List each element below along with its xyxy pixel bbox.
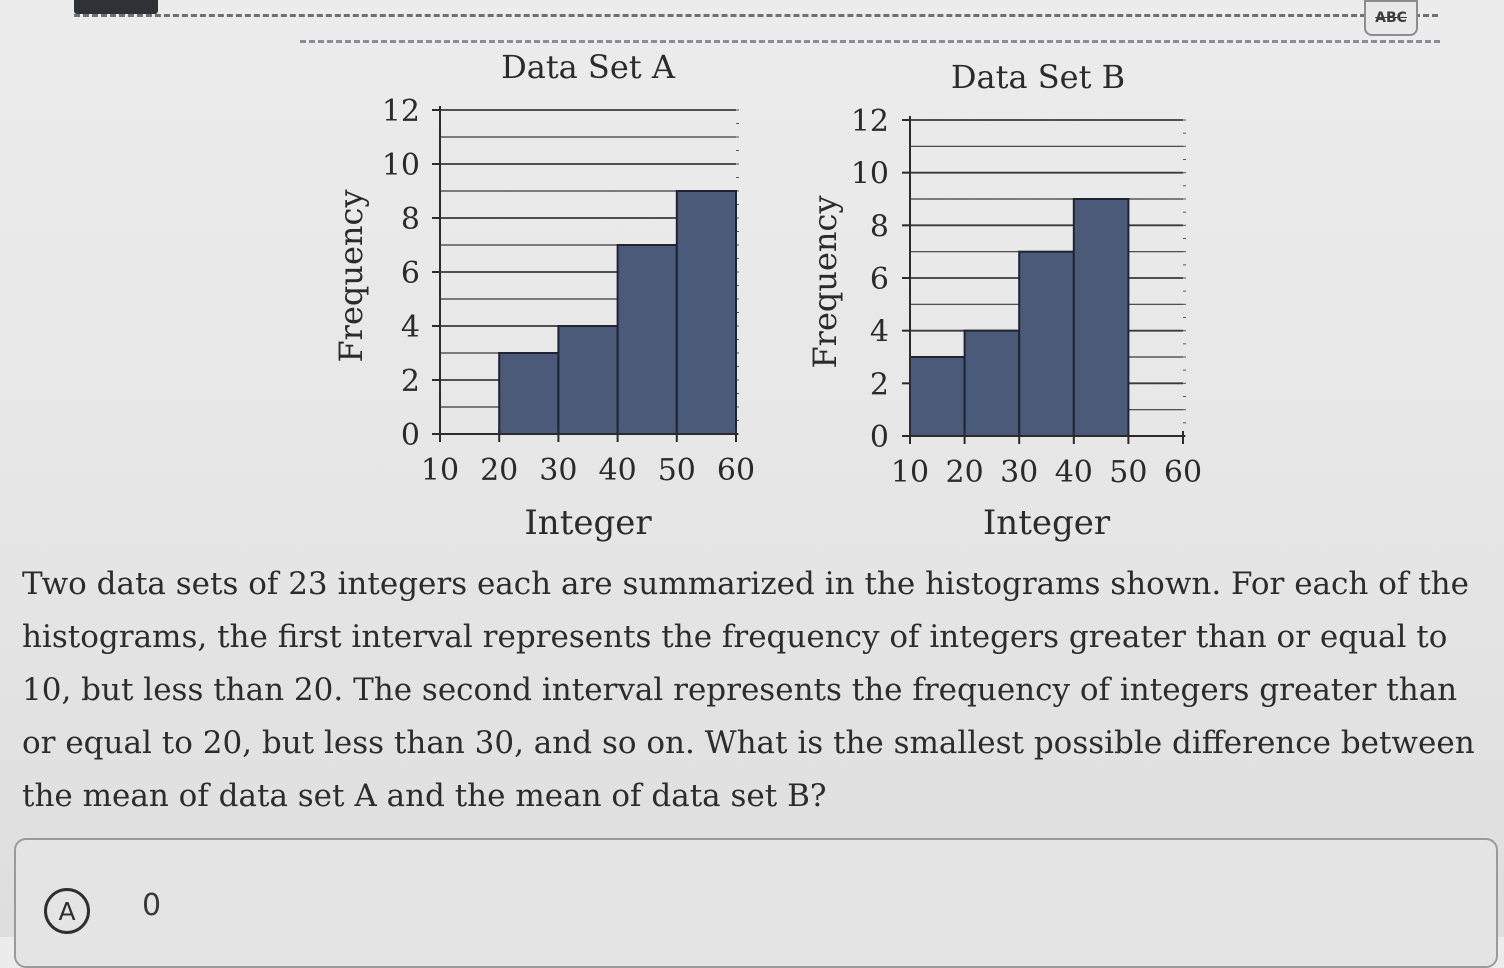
- x-tick-label: 50: [658, 453, 696, 488]
- x-tick-label: 40: [599, 453, 637, 488]
- histogram-bar: [1072, 198, 1130, 437]
- histogram-data-set-a: 0 2 4 6 8 10 12 10 20 30 40 50 60 Data Set A Integer Fr…: [332, 48, 755, 543]
- choice-letter-a[interactable]: A: [44, 888, 90, 934]
- x-tick-label: 50: [1109, 455, 1147, 490]
- question-text: Two data sets of 23 integers each are su…: [22, 566, 1475, 814]
- y-tick-label: 4: [870, 315, 889, 350]
- x-tick-label: 60: [717, 453, 755, 488]
- chart-title: Data Set A: [501, 48, 676, 86]
- toolbar-divider-lower: [300, 40, 1440, 43]
- abc-strikethrough-button[interactable]: ABC: [1364, 0, 1418, 36]
- histogram-bar: [675, 190, 737, 435]
- y-tick-label: 10: [851, 157, 889, 192]
- x-tick-label: 10: [891, 455, 929, 490]
- x-axis-label: Integer: [524, 503, 652, 543]
- top-toolbar: [0, 0, 1504, 46]
- y-tick-label: 6: [401, 256, 420, 291]
- y-tick-label: 4: [401, 310, 420, 345]
- y-tick-label: 6: [870, 262, 889, 297]
- y-tick-label: 2: [870, 367, 889, 402]
- y-tick-label: 0: [401, 418, 420, 453]
- y-tick-label: 8: [870, 209, 889, 244]
- histogram-bar: [1018, 250, 1075, 437]
- x-axis-label: Integer: [983, 503, 1111, 543]
- histogram-bar: [963, 329, 1021, 437]
- y-tick-label: 12: [851, 104, 889, 139]
- x-tick-label: 20: [946, 455, 984, 490]
- x-tick-label: 30: [539, 453, 577, 488]
- y-axis-label: Frequency: [806, 195, 844, 368]
- y-tick-label: 10: [382, 148, 420, 183]
- x-tick-label: 30: [1000, 455, 1038, 490]
- y-tick-label: 12: [382, 94, 420, 129]
- histogram-data-set-b: 0 2 4 6 8 10 12 10 20 30 40 50 60 Data Set B Integer Fr…: [806, 58, 1202, 543]
- x-tick-label: 10: [421, 453, 459, 488]
- toolbar-divider: [74, 14, 1438, 17]
- y-axis-label: Frequency: [332, 189, 370, 362]
- x-tick-label: 40: [1055, 455, 1093, 490]
- histogram-bar: [909, 356, 966, 437]
- answer-choice-a[interactable]: [14, 838, 1498, 968]
- x-tick-label: 20: [480, 453, 518, 488]
- choice-value-a: 0: [142, 888, 162, 923]
- y-tick-label: 2: [401, 364, 420, 399]
- x-tick-label: 60: [1164, 455, 1202, 490]
- histogram-bar: [557, 325, 619, 435]
- chart-title: Data Set B: [951, 58, 1125, 96]
- histogram-bar: [616, 244, 678, 435]
- histogram-bar: [498, 352, 560, 435]
- y-tick-label: 8: [401, 202, 420, 237]
- toolbar-tab: [74, 0, 158, 14]
- y-tick-label: 0: [870, 420, 889, 455]
